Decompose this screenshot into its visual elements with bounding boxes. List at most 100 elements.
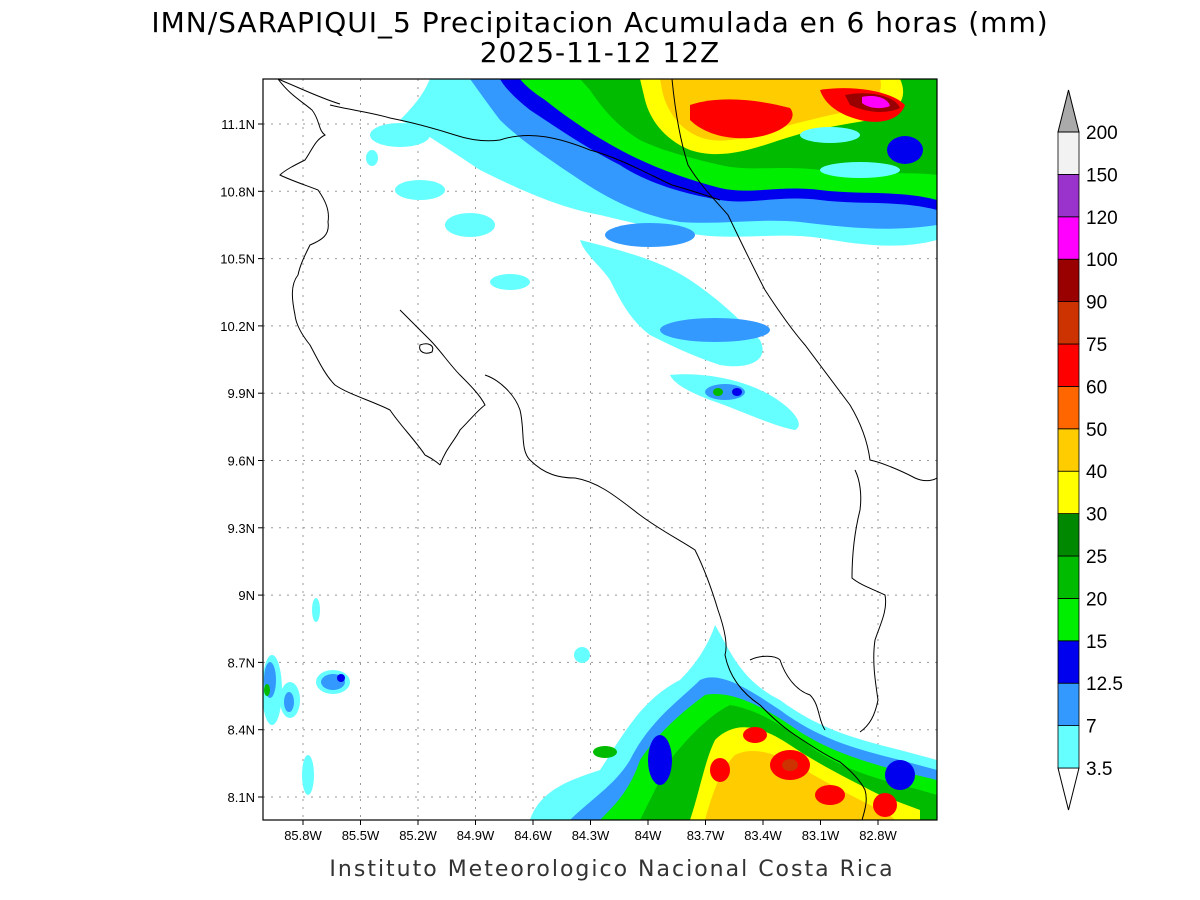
legend-swatch [1057, 385, 1080, 430]
lat-tick-label: 9.9N [228, 386, 255, 401]
rain-cell-northwest-c [370, 123, 430, 147]
lon-tick-label: 83.1W [802, 828, 840, 843]
pacific-coastline-north [277, 79, 441, 466]
lon-tick-label: 84W [635, 828, 662, 843]
rain-cell-southwest-f [574, 647, 590, 663]
lon-tick-label: 85.5W [342, 828, 380, 843]
legend-arrow-top [1057, 89, 1080, 133]
legend-level-label: 3.5 [1086, 759, 1112, 780]
rain-cell-central-12b [732, 388, 742, 396]
legend-level-label: 40 [1086, 462, 1107, 483]
caribbean-coastline [671, 79, 937, 482]
lon-tick-label: 84.3W [572, 828, 610, 843]
legend-level-label: 150 [1086, 165, 1118, 186]
panama-border [851, 469, 887, 733]
legend-level-label: 15 [1086, 632, 1107, 653]
rain-cell-ne-blue [800, 127, 860, 143]
rain-cell-south-60d [815, 785, 845, 805]
map-plot-area [262, 78, 938, 821]
rain-region-northeast-60 [690, 99, 793, 139]
lat-tick-label: 10.8N [220, 184, 255, 199]
rain-cell-southwest-e [312, 598, 320, 622]
lat-tick-label: 8.1N [228, 790, 255, 805]
legend-level-label: 20 [1086, 589, 1107, 610]
rain-cell-northwest-d [490, 274, 530, 290]
legend-swatch [1057, 598, 1080, 642]
legend-swatch [1057, 640, 1080, 684]
rain-cell-central-7a [660, 318, 770, 342]
lat-tick-label: 9N [238, 588, 255, 603]
lat-tick-label: 11.1N [221, 117, 255, 132]
rain-cell-southwest-c3 [264, 684, 270, 696]
rain-cell-southwest-b2 [284, 692, 294, 712]
legend-level-label: 50 [1086, 420, 1107, 441]
lat-tick-label: 8.7N [228, 655, 255, 670]
rain-cell-south-60b [743, 727, 767, 743]
rain-cell-central-7b [605, 223, 695, 247]
rain-cell-south-60c [710, 758, 730, 782]
color-legend: 3.5 7 12.5 15 20 25 30 40 50 60 75 90 100 120 150 200 [1057, 89, 1123, 811]
legend-level-label: 12.5 [1086, 674, 1123, 695]
lake-nicaragua-shore [277, 79, 341, 105]
legend-level-label: 75 [1086, 335, 1107, 356]
legend-swatch [1057, 131, 1080, 175]
nicoya-gulf-coast [399, 309, 486, 466]
legend-swatch [1057, 301, 1080, 345]
legend-swatch [1057, 682, 1080, 727]
lat-tick-label: 8.4N [228, 723, 255, 738]
rain-region-northeast-120 [862, 96, 890, 109]
legend-swatch [1057, 725, 1080, 769]
legend-swatch [1057, 428, 1080, 472]
legend-swatch [1057, 513, 1080, 557]
rain-region-south-40 [705, 750, 895, 820]
longitude-tick-labels: 85.8W 85.5W 85.2W 84.9W 84.6W 84.3W 84W 83.7W 83… [284, 820, 898, 843]
legend-level-label: 60 [1086, 377, 1107, 398]
rain-cell-southwest-d [302, 755, 314, 795]
gulf-island [419, 343, 434, 354]
rain-cell-northwest-b [445, 213, 495, 237]
map-subtitle-datetime: 2025-11-12 12Z [480, 36, 720, 69]
lon-tick-label: 83.7W [687, 828, 725, 843]
lon-tick-label: 85.2W [399, 828, 437, 843]
legend-level-label: 25 [1086, 547, 1107, 568]
osa-peninsula [749, 655, 826, 731]
legend-level-label: 100 [1086, 250, 1118, 271]
coastlines-and-borders [277, 79, 937, 820]
rain-cell-south-60e [873, 793, 897, 817]
legend-level-label: 200 [1086, 123, 1118, 144]
legend-level-label: 120 [1086, 208, 1118, 229]
san-juan-river [499, 134, 721, 201]
legend-arrow-bottom [1057, 767, 1080, 811]
legend-level-label: 90 [1086, 293, 1107, 314]
lon-tick-label: 83.4W [744, 828, 782, 843]
footer-institution: Instituto Meteorologico Nacional Costa R… [329, 857, 894, 882]
legend-swatch [1057, 173, 1080, 218]
lon-tick-label: 84.6W [514, 828, 552, 843]
map-frame [262, 78, 938, 821]
rain-cell-northwest-e [366, 150, 378, 166]
legend-level-label: 30 [1086, 505, 1107, 526]
rain-cell-south-75 [782, 759, 798, 771]
lat-tick-label: 10.5N [220, 252, 255, 267]
pacific-coastline-central [484, 374, 867, 820]
legend-swatch [1057, 343, 1080, 387]
rain-cell-central-12 [713, 388, 723, 396]
rain-cell-south-west-b [593, 746, 617, 758]
map-title: IMN/SARAPIQUI_5 Precipitacion Acumulada … [151, 6, 1048, 39]
legend-swatch [1057, 216, 1080, 260]
lat-tick-label: 10.2N [220, 319, 255, 334]
legend-level-label: 7 [1086, 717, 1097, 738]
rain-region-central-south [670, 374, 799, 430]
rain-cell-ne-blue3 [887, 136, 923, 164]
legend-swatch [1057, 258, 1080, 303]
legend-swatch [1057, 555, 1080, 599]
lat-tick-label: 9.6N [228, 454, 255, 469]
lat-tick-label: 9.3N [228, 521, 255, 536]
lon-tick-label: 84.9W [457, 828, 495, 843]
latitude-tick-labels: 11.1N 10.8N 10.5N 10.2N 9.9N 9.6N 9.3N 9N 8.7N 8.… [220, 117, 263, 805]
rain-cell-south-east-blue [885, 760, 915, 790]
rain-cell-central-7c [705, 384, 745, 400]
rain-cell-southwest-a3 [337, 674, 345, 682]
lon-tick-label: 82.8W [859, 828, 897, 843]
